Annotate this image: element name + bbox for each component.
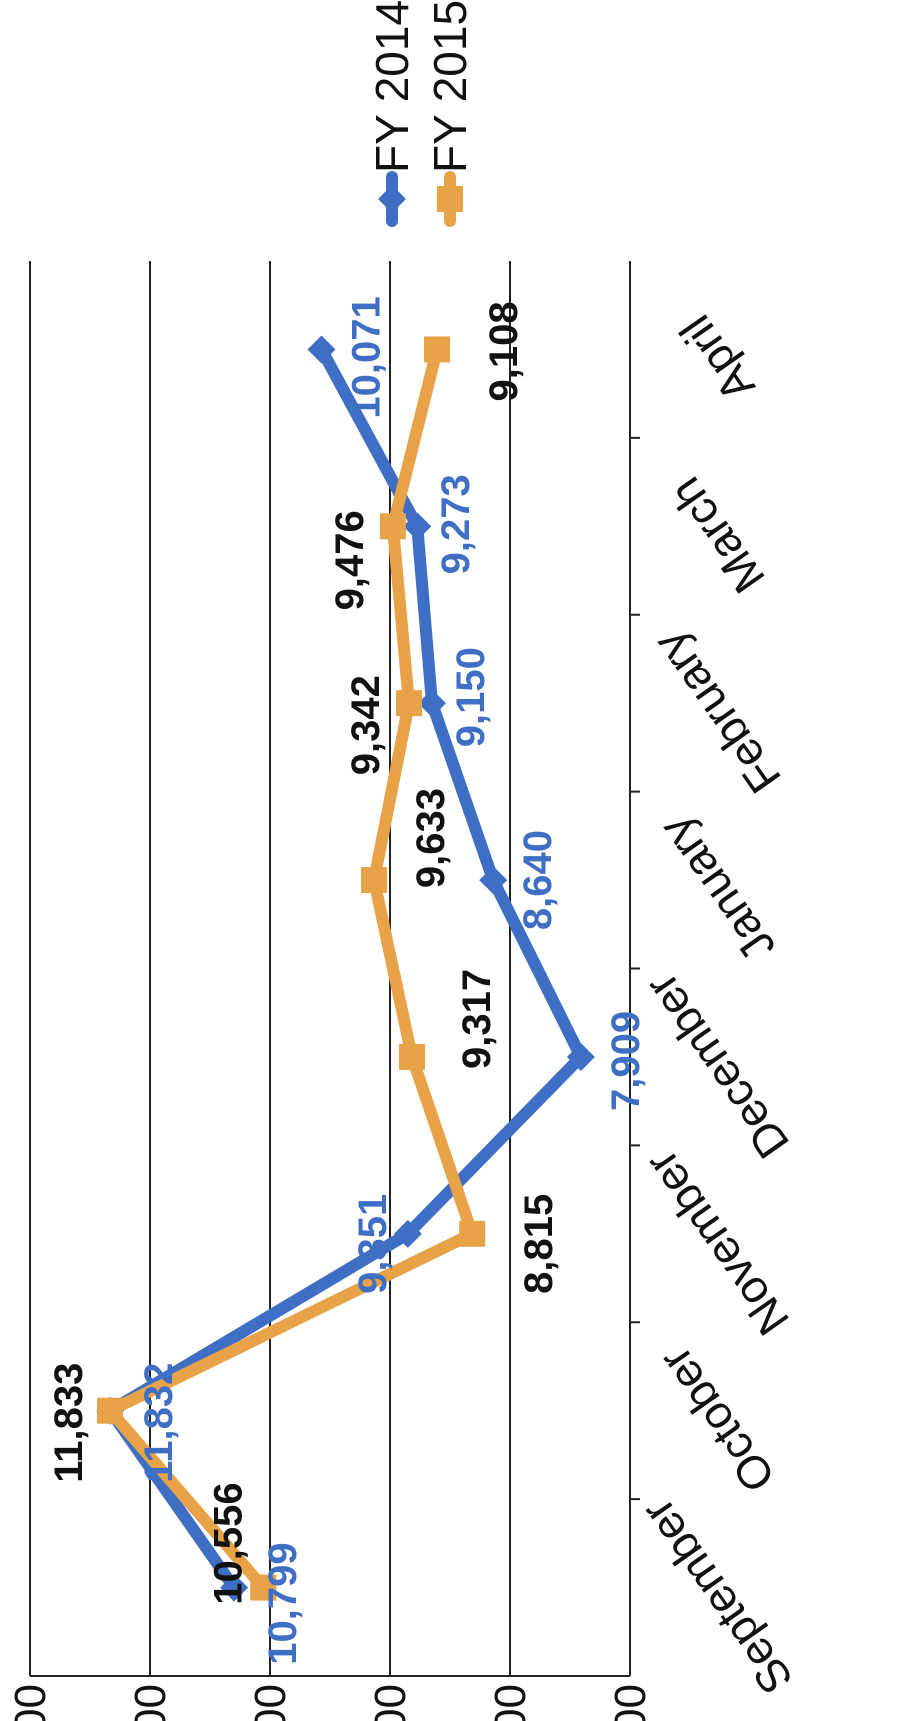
y-tick-label: 11500 — [126, 1684, 175, 1721]
data-label: 11,833 — [47, 1363, 91, 1483]
data-point — [220, 1573, 249, 1602]
data-label: 10,071 — [344, 296, 388, 418]
data-point — [459, 1220, 486, 1247]
data-label: 8,640 — [516, 830, 560, 930]
data-label: 9,317 — [455, 969, 499, 1069]
x-category-label: November — [635, 1141, 799, 1345]
x-category-label: December — [635, 964, 799, 1168]
data-point — [307, 335, 336, 364]
legend-label: FY 2015 — [424, 0, 476, 173]
legend: FY 2014 FY 2015 — [366, 0, 476, 227]
data-labels: 10,799 11,832 9,351 7,909 8,640 9,150 9,273 10,… — [47, 296, 648, 1664]
x-category-label: April — [669, 306, 764, 411]
data-point — [97, 1397, 124, 1424]
data-point — [398, 1043, 425, 1070]
data-point — [395, 690, 422, 717]
series-lines — [104, 343, 587, 1594]
y-axis-tick-labels: 12500 11500 10500 9500 8500 7500 — [6, 1684, 655, 1721]
legend-square-marker — [437, 186, 463, 212]
x-category-label: January — [649, 807, 785, 971]
data-label: 9,351 — [351, 1194, 395, 1294]
series-markers — [96, 335, 595, 1602]
data-point — [424, 336, 451, 363]
legend-diamond-marker — [378, 185, 406, 213]
data-point — [566, 1042, 595, 1071]
y-tick-label: 7500 — [606, 1684, 655, 1721]
data-label: 9,342 — [344, 675, 388, 775]
rotated-plot: 12500 11500 10500 9500 8500 7500 SeptemberOct… — [6, 0, 803, 1721]
data-point — [418, 689, 446, 718]
data-label: 10,556 — [206, 1482, 250, 1604]
x-category-label: October — [649, 1338, 785, 1502]
data-label: 8,815 — [517, 1194, 561, 1294]
data-label: 9,150 — [449, 647, 493, 747]
data-label: 9,633 — [409, 788, 453, 888]
x-category-label: February — [643, 622, 791, 803]
data-label: 9,273 — [434, 474, 478, 574]
data-point — [379, 513, 406, 540]
data-point — [393, 1219, 422, 1248]
data-point — [403, 512, 432, 541]
y-tick-label: 12500 — [6, 1684, 55, 1721]
data-point — [361, 867, 388, 894]
legend-label: FY 2014 — [366, 0, 418, 173]
x-category-label: September — [631, 1490, 803, 1704]
data-label: 10,799 — [261, 1542, 305, 1664]
data-point — [250, 1574, 277, 1601]
x-category-label: March — [659, 468, 775, 603]
data-label: 9,108 — [482, 301, 526, 401]
data-label: 11,832 — [137, 1363, 181, 1483]
y-tick-label: 8500 — [486, 1684, 535, 1721]
data-label: 7,909 — [604, 1011, 648, 1111]
series-line-2 — [104, 343, 479, 1594]
data-point — [479, 866, 508, 895]
data-label: 9,476 — [328, 510, 372, 610]
x-axis-category-labels: SeptemberOctoberNovemberDecemberJanuaryF… — [631, 306, 803, 1704]
x-axis-ticks — [630, 436, 640, 1501]
y-tick-label: 9500 — [366, 1684, 415, 1721]
y-tick-label: 10500 — [246, 1684, 295, 1721]
